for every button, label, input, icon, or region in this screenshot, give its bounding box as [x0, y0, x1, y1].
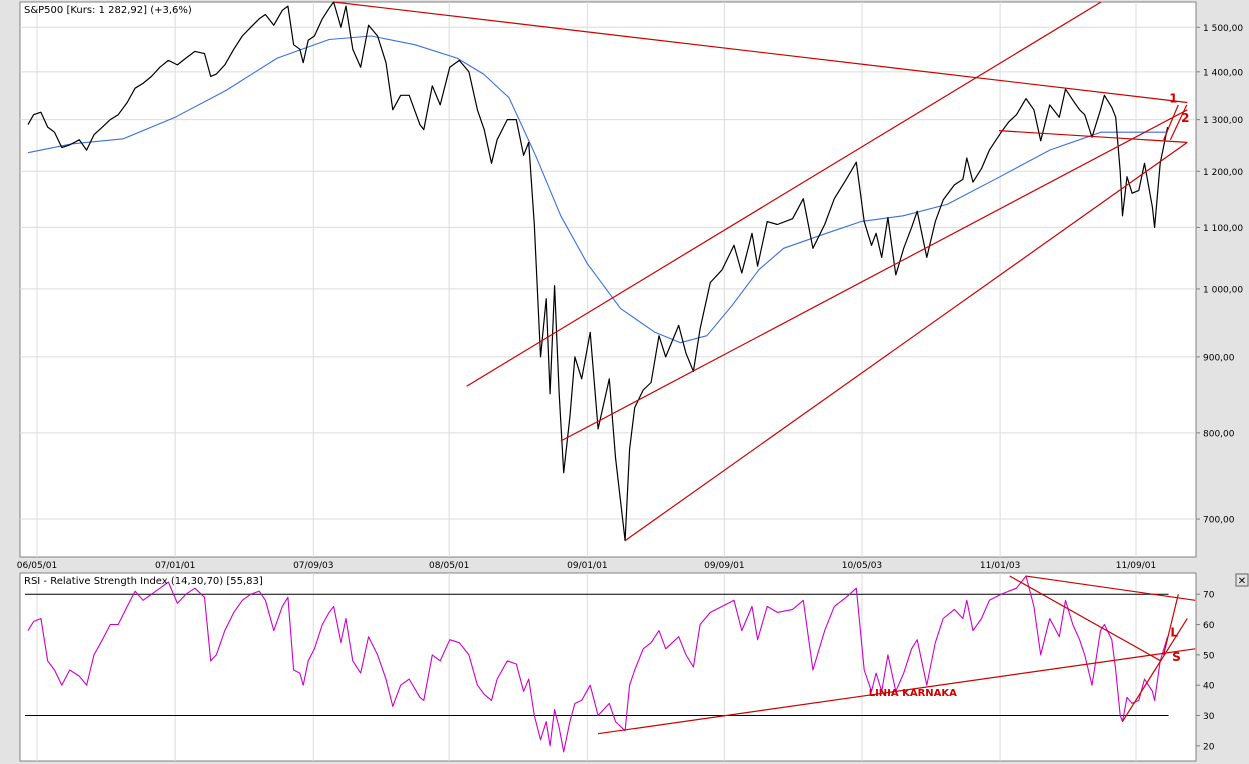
price-y-tick-label: 1 500,00 — [1203, 24, 1243, 34]
rsi-trendline — [1025, 575, 1196, 601]
rsi-y-tick-label: 30 — [1203, 712, 1215, 722]
close-icon: ✕ — [1238, 576, 1246, 587]
price-panel: 700,00 800,00 900,00 1 000,00 1 100,00 1 200,… — [17, 1, 1243, 571]
price-x-tick-label: 07/09/03 — [293, 561, 333, 571]
rsi-grid — [36, 573, 1137, 761]
price-trendline — [560, 109, 1188, 442]
price-x-tick-label: 08/05/01 — [429, 561, 469, 571]
price-y-tick-label: 700,00 — [1203, 516, 1235, 526]
rsi-annotations: LINIA KARNAKA LS — [869, 626, 1181, 699]
price-y-tick-label: 1 400,00 — [1203, 68, 1243, 78]
rsi-y-tick-label: 50 — [1203, 651, 1215, 661]
moving-average-line — [27, 35, 1168, 344]
rsi-annotation: L — [1170, 626, 1178, 640]
rsi-reference-lines — [25, 593, 1169, 717]
rsi-series — [27, 575, 1169, 753]
price-annotations: 12 — [1169, 91, 1189, 125]
price-y-tick-label: 900,00 — [1203, 353, 1235, 363]
price-trendline — [998, 130, 1188, 143]
price-y-tick-label: 1 000,00 — [1203, 285, 1243, 295]
price-x-tick-label: 06/05/01 — [17, 561, 57, 571]
rsi-y-tick-label: 20 — [1203, 742, 1215, 752]
price-trendline — [466, 1, 1102, 387]
price-annotation: 1 — [1169, 91, 1177, 105]
price-x-tick-label: 07/01/01 — [155, 561, 195, 571]
price-plot-background — [19, 1, 1197, 558]
rsi-chart-title: RSI - Relative Strength Index (14,30,70)… — [24, 576, 263, 587]
price-line — [27, 1, 1169, 542]
rsi-annotation: LINIA KARNAKA — [869, 688, 957, 699]
price-trendline — [1169, 104, 1188, 141]
price-chart-title: S&P500 [Kurs: 1 282,92] (+3,6%) — [24, 5, 192, 16]
price-x-tick-label: 11/01/03 — [980, 561, 1020, 571]
price-y-tick-label: 1 200,00 — [1203, 168, 1243, 178]
close-button-frame — [1235, 573, 1249, 587]
price-y-tick-label: 800,00 — [1203, 429, 1235, 439]
price-annotation: 2 — [1181, 111, 1189, 125]
price-trendlines — [333, 1, 1188, 542]
price-y-axis: 700,00 800,00 900,00 1 000,00 1 100,00 1 200,… — [1196, 24, 1243, 526]
price-trendline — [333, 1, 1188, 104]
moving-average-series — [27, 35, 1168, 344]
price-x-axis: 06/05/01 07/01/01 07/09/03 08/05/01 09/01/01… — [17, 561, 1156, 571]
rsi-trendline — [1163, 594, 1179, 656]
price-trendline — [1163, 104, 1179, 141]
rsi-panel: 20 30 40 50 60 70 LINIA KARNAKA LS RSI - Relat… — [19, 572, 1215, 762]
price-x-tick-label: 09/01/01 — [567, 561, 607, 571]
rsi-y-tick-label: 70 — [1203, 591, 1215, 601]
price-x-tick-label: 11/09/01 — [1116, 561, 1156, 571]
price-series — [27, 1, 1169, 542]
rsi-trendline — [1121, 618, 1188, 722]
rsi-trendline — [597, 648, 1196, 735]
price-y-tick-label: 1 100,00 — [1203, 224, 1243, 234]
rsi-line — [27, 575, 1169, 753]
close-panel-button[interactable]: ✕ — [1235, 573, 1249, 587]
price-x-tick-label: 09/09/01 — [704, 561, 744, 571]
rsi-annotation: S — [1172, 650, 1181, 664]
rsi-y-tick-label: 60 — [1203, 621, 1215, 631]
rsi-trendline — [1009, 575, 1162, 662]
rsi-trendlines — [597, 575, 1196, 735]
price-y-tick-label: 1 300,00 — [1203, 116, 1243, 126]
price-grid — [20, 2, 1196, 557]
price-trendline — [624, 141, 1188, 542]
price-x-tick-label: 10/05/03 — [842, 561, 882, 571]
rsi-y-tick-label: 40 — [1203, 682, 1215, 692]
rsi-y-axis: 20 30 40 50 60 70 — [1196, 591, 1215, 752]
